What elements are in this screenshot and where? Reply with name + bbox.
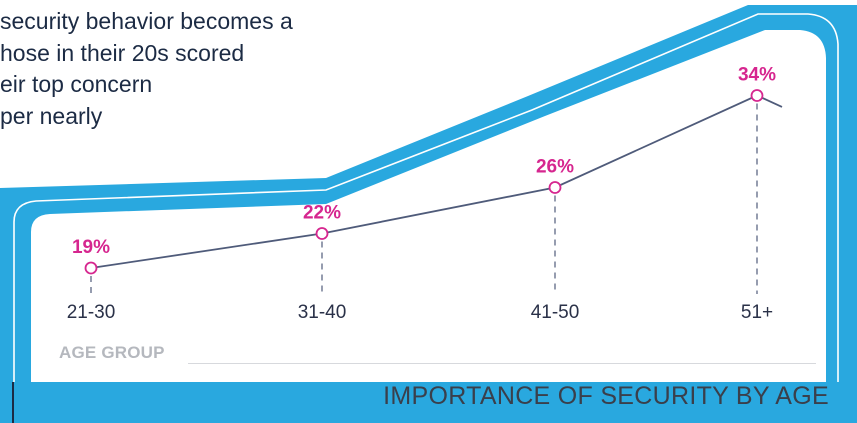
x-tick-label: 51+ (741, 302, 773, 323)
x-tick-label: 41-50 (531, 302, 580, 323)
data-point (750, 89, 764, 102)
data-label: 34% (738, 65, 776, 86)
chart-title: IMPORTANCE OF SECURITY BY AGE (383, 382, 829, 410)
x-tick-label: 31-40 (298, 302, 347, 323)
data-label: 19% (72, 237, 110, 258)
x-axis-title: AGE GROUP (59, 343, 165, 362)
band-outline (13, 13, 839, 382)
data-point (315, 227, 329, 240)
data-point (548, 181, 562, 194)
guide-lines (90, 103, 758, 294)
marker-group (84, 89, 764, 275)
intro-line: eir top concern (0, 71, 153, 97)
data-label: 26% (536, 157, 574, 178)
intro-paragraph: security behavior becomes a hose in thei… (0, 6, 380, 132)
value-label-group: 19% 22% 26% 34% (72, 65, 776, 259)
intro-line: hose in their 20s scored (0, 39, 245, 66)
x-tick-group: 21-30 31-40 41-50 51+ (67, 302, 773, 323)
axis-rule (188, 363, 816, 364)
data-point (84, 261, 98, 275)
intro-line: security behavior becomes a (0, 8, 293, 34)
chart-panel (31, 30, 826, 382)
intro-line: per nearly (0, 102, 103, 129)
corner-divider (12, 382, 14, 423)
data-label: 22% (303, 203, 341, 224)
x-tick-label: 21-30 (67, 302, 116, 323)
